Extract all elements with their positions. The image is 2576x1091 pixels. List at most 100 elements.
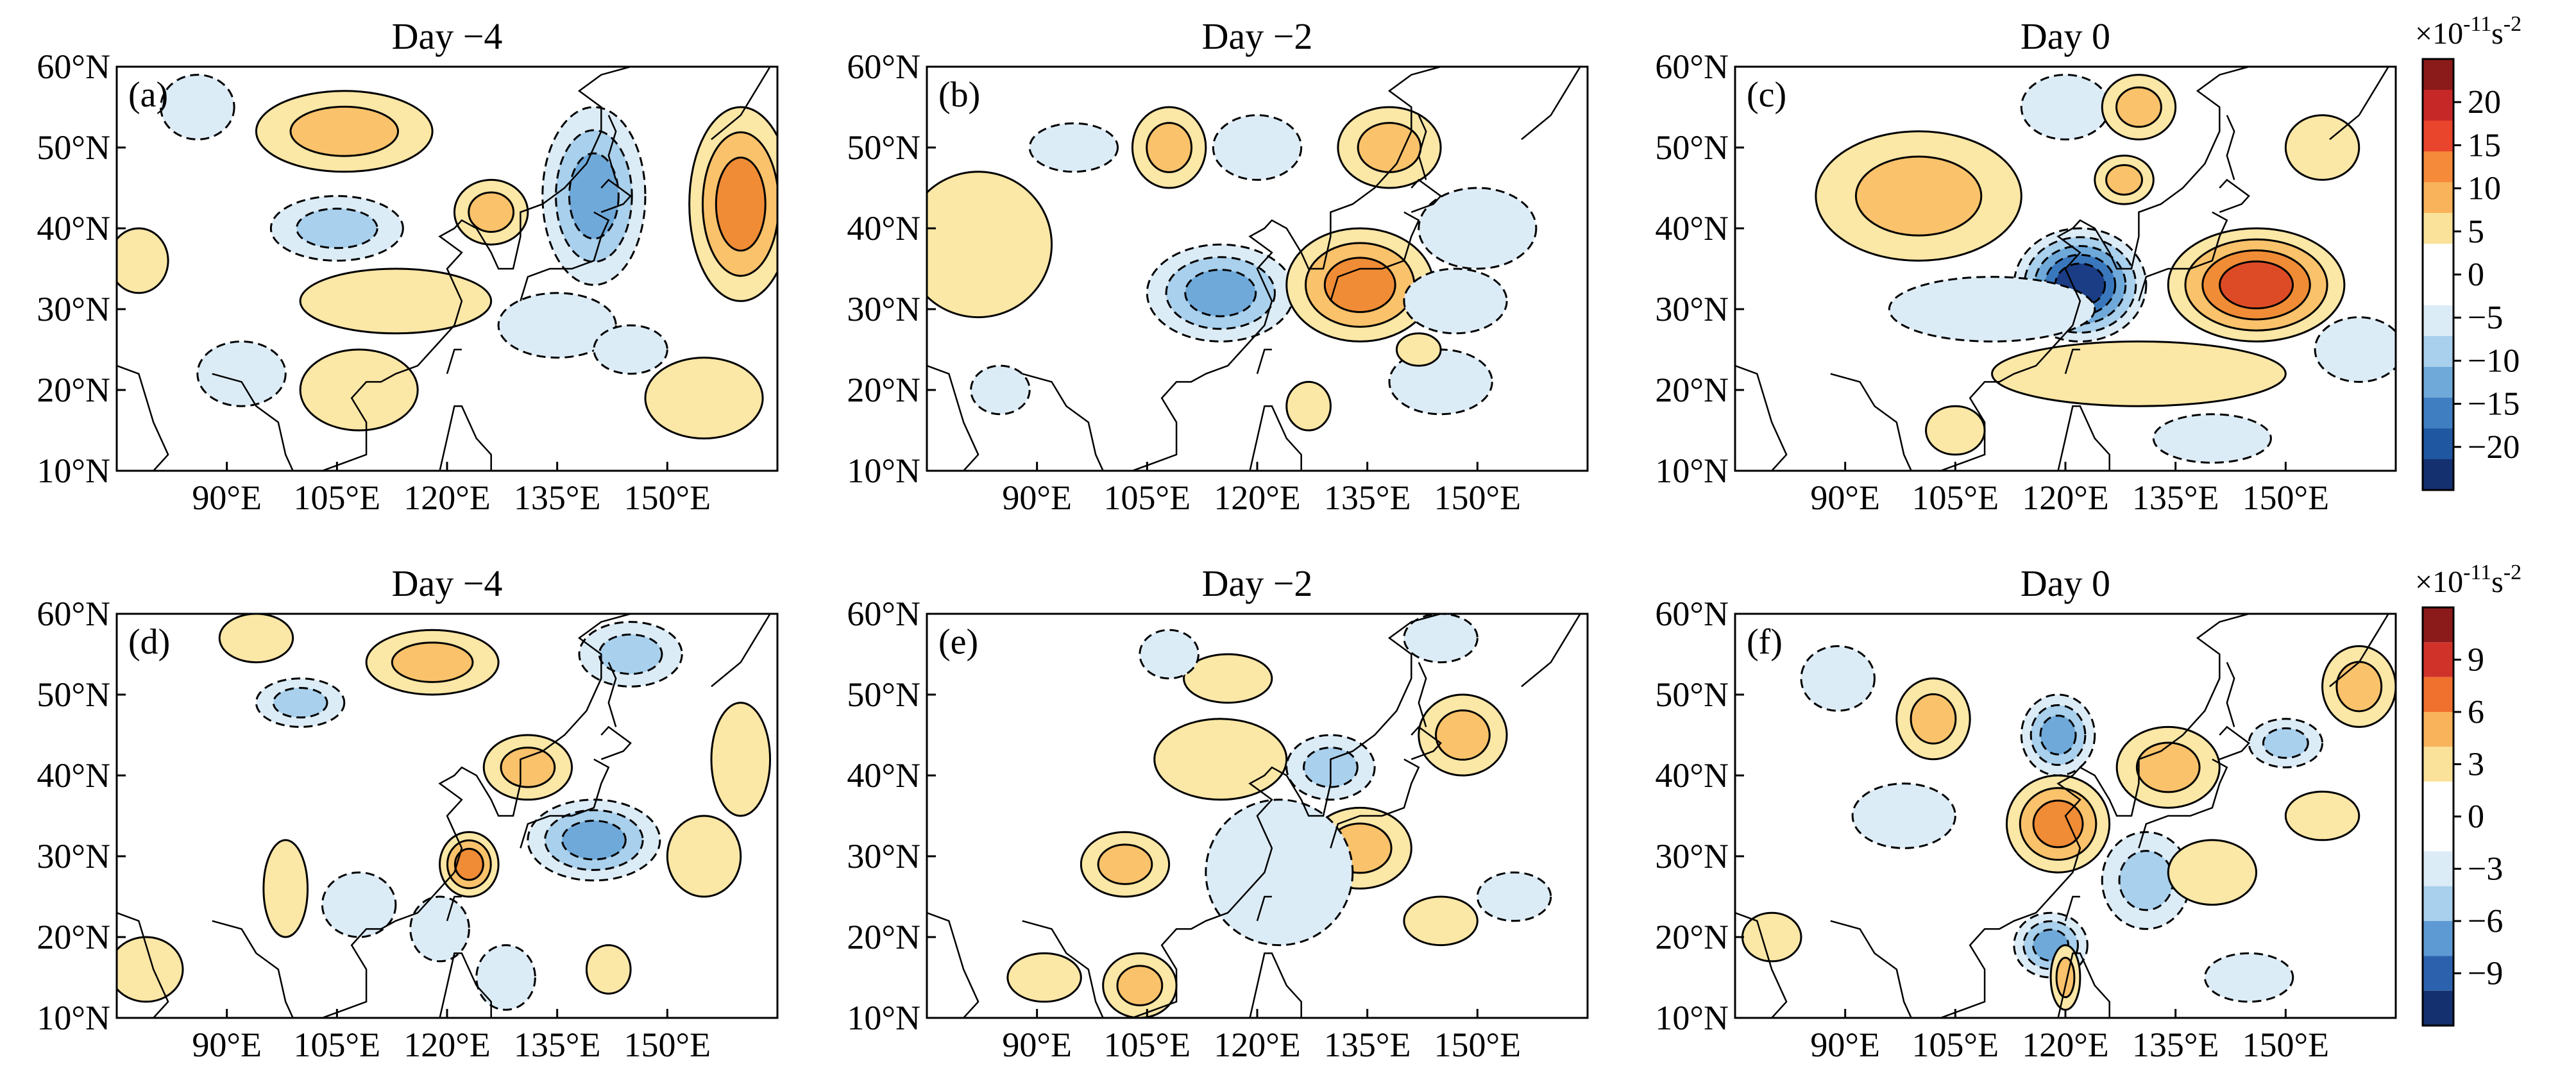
positive-anomaly	[585, 944, 632, 995]
positive-anomaly	[1102, 952, 1178, 1018]
lon-tick-label: 150°E	[624, 478, 711, 517]
colorbar-label: 9	[2468, 642, 2484, 679]
colorbar-swatch	[2423, 990, 2453, 1026]
lon-tick-label: 135°E	[514, 1026, 601, 1064]
positive-anomaly	[1080, 831, 1171, 898]
anomaly-field	[1735, 67, 2396, 471]
positive-anomaly	[218, 614, 294, 664]
map-panel: Day −4 (d) 10°N 20°N 30°N 40°N 50°N 60°N 90°E 105…	[37, 562, 779, 1064]
positive-anomaly	[1337, 106, 1442, 189]
positive-anomaly	[1285, 380, 1332, 432]
colorbar-label: 0	[2468, 257, 2484, 293]
lat-tick-label: 30°N	[847, 837, 920, 875]
positive-anomaly	[439, 831, 500, 898]
negative-anomaly	[1888, 276, 2096, 343]
coastline	[927, 67, 1581, 471]
lon-tick-label: 90°E	[192, 478, 262, 517]
negative-anomaly	[1139, 629, 1199, 680]
panel-label: (c)	[1747, 75, 1786, 115]
negative-anomaly	[1212, 114, 1303, 181]
colorbar-swatch	[2423, 886, 2453, 921]
anomaly-field	[927, 614, 1588, 1018]
positive-anomaly	[2321, 645, 2396, 728]
panel-title: Day −4	[392, 15, 503, 57]
negative-anomaly	[196, 340, 287, 407]
colorbar-label: −5	[2468, 300, 2503, 336]
negative-anomaly	[1403, 267, 1508, 335]
positive-anomaly	[1183, 653, 1273, 704]
positive-anomaly	[1285, 227, 1435, 343]
lat-tick-label: 60°N	[37, 595, 110, 633]
map-panel: Day −2 (e) 10°N 20°N 30°N 40°N 50°N 60°N 90°E 105…	[847, 562, 1589, 1064]
negative-anomaly	[497, 292, 617, 359]
colorbar-swatch	[2423, 747, 2453, 782]
positive-anomaly	[1895, 677, 1971, 761]
lon-tick-label: 135°E	[2132, 1026, 2219, 1064]
positive-anomaly	[1153, 718, 1288, 801]
positive-anomaly	[644, 357, 764, 440]
lat-tick-label: 10°N	[847, 452, 920, 490]
lon-tick-label: 90°E	[1810, 1026, 1880, 1064]
lon-tick-label: 135°E	[2132, 478, 2219, 517]
colorbar-swatch	[2423, 398, 2453, 428]
negative-anomaly	[1418, 187, 1538, 270]
lon-tick-label: 135°E	[514, 478, 601, 517]
lat-tick-label: 20°N	[37, 371, 110, 409]
negative-anomaly	[1146, 243, 1295, 343]
colorbar-swatch	[2423, 121, 2453, 151]
lon-tick-label: 150°E	[1434, 478, 1521, 517]
colorbar-swatch	[2423, 151, 2453, 182]
lat-tick-label: 10°N	[37, 999, 110, 1037]
colorbar-label: 15	[2468, 127, 2501, 164]
lon-tick-label: 90°E	[1002, 478, 1072, 517]
lat-tick-label: 40°N	[1655, 209, 1729, 248]
negative-anomaly	[2152, 413, 2272, 464]
negative-anomaly	[2020, 74, 2111, 140]
positive-anomaly	[453, 178, 529, 246]
negative-anomaly	[475, 944, 536, 1011]
lat-tick-label: 30°N	[1655, 290, 1729, 328]
positive-anomaly	[1418, 693, 1508, 777]
panel-label: (a)	[128, 75, 168, 115]
panels: Day −4 (a) 10°N 20°N 30°N 40°N 50°N 60°N 90°E 105…	[37, 15, 2397, 1064]
positive-anomaly	[2049, 944, 2081, 1011]
positive-anomaly	[2094, 155, 2155, 205]
lat-tick-label: 50°N	[1655, 128, 1729, 167]
colorbar-label: −20	[2468, 429, 2520, 466]
negative-anomaly	[1028, 122, 1119, 173]
lon-tick-label: 120°E	[1214, 1026, 1301, 1064]
anomaly-field	[1735, 614, 2396, 1018]
lon-tick-label: 90°E	[1002, 1026, 1072, 1064]
colorbar-swatch	[2423, 213, 2453, 244]
colorbar-swatch	[2423, 816, 2453, 852]
coastline	[117, 614, 771, 1018]
positive-anomaly	[927, 171, 1053, 319]
lat-tick-label: 40°N	[37, 209, 110, 248]
colorbar-swatch	[2423, 428, 2453, 459]
negative-anomaly	[527, 799, 661, 882]
map-panel: Day 0 (f) 10°N 20°N 30°N 40°N 50°N 60°N 90°E 105°…	[1655, 562, 2397, 1064]
colorbar-label: −6	[2468, 903, 2503, 940]
colorbar-label: 0	[2468, 799, 2484, 835]
colorbar-swatch	[2423, 677, 2453, 712]
panel-label: (b)	[938, 75, 980, 115]
positive-anomaly	[2005, 774, 2111, 874]
colorbar-label: −15	[2468, 386, 2520, 423]
lat-tick-label: 60°N	[847, 47, 920, 86]
positive-anomaly	[482, 734, 573, 801]
colorbar-swatch	[2423, 305, 2453, 336]
lon-tick-label: 105°E	[294, 1026, 381, 1064]
lat-tick-label: 20°N	[1655, 918, 1729, 956]
negative-anomaly	[2203, 952, 2294, 1003]
colorbar-swatch	[2423, 90, 2453, 121]
lat-tick-label: 50°N	[847, 128, 920, 167]
colorbar-swatch	[2423, 336, 2453, 367]
positive-anomaly	[117, 936, 184, 1003]
positive-anomaly	[1395, 332, 1442, 367]
positive-anomaly	[1815, 130, 2022, 262]
positive-anomaly	[1741, 911, 1802, 963]
positive-anomaly	[2167, 839, 2258, 906]
lon-tick-label: 90°E	[1810, 478, 1880, 517]
positive-anomaly	[710, 702, 772, 817]
